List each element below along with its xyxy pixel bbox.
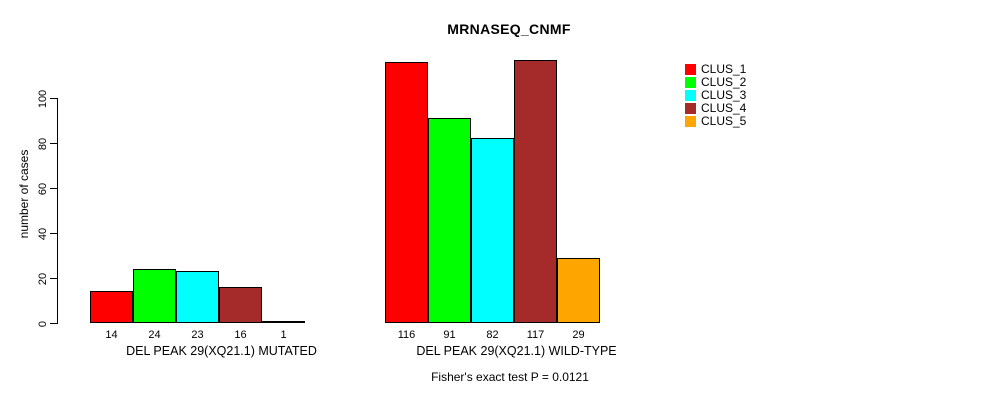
group-label: DEL PEAK 29(XQ21.1) MUTATED xyxy=(126,344,317,358)
legend-swatch-clus_1 xyxy=(685,64,696,75)
y-tick-label: 20 xyxy=(37,272,49,285)
y-axis-line xyxy=(57,98,58,324)
legend-item-clus_1: CLUS_1 xyxy=(685,63,746,76)
bar-value-label: 82 xyxy=(486,329,499,341)
legend: CLUS_1 CLUS_2 CLUS_3 CLUS_4 CLUS_5 xyxy=(685,63,746,128)
legend-swatch-clus_4 xyxy=(685,103,696,114)
bar-clus_1-wild-type xyxy=(385,62,428,323)
y-tick-label: 100 xyxy=(37,89,49,108)
bar-clus_4-mutated xyxy=(219,287,262,323)
legend-label: CLUS_5 xyxy=(701,114,747,128)
legend-item-clus_4: CLUS_4 xyxy=(685,102,746,115)
bar-clus_3-mutated xyxy=(176,271,219,323)
legend-label: CLUS_4 xyxy=(701,101,747,115)
chart-title: MRNASEQ_CNMF xyxy=(447,21,571,37)
y-tick-label: 0 xyxy=(37,320,49,327)
bar-clus_1-mutated xyxy=(90,291,133,323)
y-axis-tick xyxy=(50,233,57,234)
bar-value-label: 16 xyxy=(234,329,247,341)
fisher-test-annotation: Fisher's exact test P = 0.0121 xyxy=(431,370,589,384)
legend-item-clus_5: CLUS_5 xyxy=(685,115,746,128)
group-label: DEL PEAK 29(XQ21.1) WILD-TYPE xyxy=(416,344,617,358)
bar-clus_3-wild-type xyxy=(471,138,514,323)
legend-item-clus_2: CLUS_2 xyxy=(685,76,746,89)
y-axis-tick xyxy=(50,278,57,279)
legend-swatch-clus_3 xyxy=(685,90,696,101)
bar-value-label: 91 xyxy=(443,329,456,341)
y-tick-label: 60 xyxy=(37,182,49,195)
bar-value-label: 23 xyxy=(191,329,204,341)
bar-value-label: 117 xyxy=(526,329,545,341)
bar-value-label: 1 xyxy=(280,329,287,341)
y-axis-tick xyxy=(50,143,57,144)
legend-item-clus_3: CLUS_3 xyxy=(685,89,746,102)
bar-clus_5-mutated xyxy=(262,321,305,323)
bar-value-label: 116 xyxy=(397,329,416,341)
y-tick-label: 40 xyxy=(37,227,49,240)
bar-value-label: 29 xyxy=(572,329,585,341)
y-tick-label: 80 xyxy=(37,137,49,150)
bar-clus_2-mutated xyxy=(133,269,176,323)
bar-clus_2-wild-type xyxy=(428,118,471,323)
legend-label: CLUS_3 xyxy=(701,88,747,102)
legend-swatch-clus_2 xyxy=(685,77,696,88)
bar-value-label: 14 xyxy=(105,329,118,341)
legend-swatch-clus_5 xyxy=(685,116,696,127)
bar-clus_5-wild-type xyxy=(557,258,600,323)
legend-label: CLUS_1 xyxy=(701,62,747,76)
y-axis-tick xyxy=(50,98,57,99)
y-axis-tick xyxy=(50,188,57,189)
y-axis-tick xyxy=(50,323,57,324)
bar-value-label: 24 xyxy=(148,329,161,341)
legend-label: CLUS_2 xyxy=(701,75,747,89)
bar-clus_4-wild-type xyxy=(514,60,557,323)
